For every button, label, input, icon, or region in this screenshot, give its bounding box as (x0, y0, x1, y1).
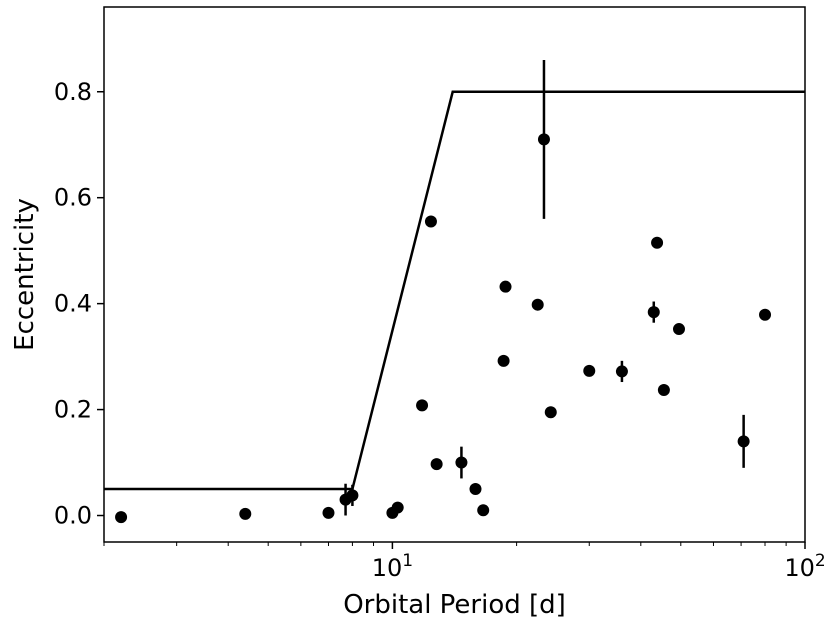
data-point (647, 301, 660, 323)
point-marker (346, 489, 359, 502)
data-point (416, 399, 429, 412)
data-point (115, 511, 128, 524)
point-marker (647, 306, 660, 319)
x-tick-label: 102 (784, 551, 825, 582)
data-point (615, 360, 628, 383)
point-marker (497, 354, 510, 367)
y-tick-label: 0.2 (54, 396, 92, 424)
data-point (657, 383, 670, 396)
data-point (672, 323, 685, 336)
data-point (531, 298, 544, 311)
point-marker (759, 308, 772, 321)
point-marker (416, 399, 429, 412)
envelope-line (104, 90, 805, 491)
data-point (469, 483, 482, 496)
data-point (499, 280, 512, 293)
plot-frame (103, 6, 806, 543)
point-marker (537, 133, 550, 146)
point-marker (455, 456, 468, 469)
y-tick-label: 0.4 (54, 290, 92, 318)
point-marker (737, 435, 750, 448)
data-point (239, 507, 252, 520)
point-marker (391, 501, 404, 514)
data-point (737, 414, 750, 468)
data-point (544, 406, 557, 419)
x-tick-label: 101 (372, 551, 413, 582)
data-point (455, 446, 468, 479)
point-marker (615, 365, 628, 378)
y-tick-label: 0.0 (54, 502, 92, 530)
point-marker (430, 458, 443, 471)
y-tick-label: 0.6 (54, 184, 92, 212)
data-point (430, 458, 443, 471)
point-marker (115, 511, 128, 524)
point-marker (531, 298, 544, 311)
point-marker (651, 236, 664, 249)
data-point (346, 484, 359, 506)
point-marker (239, 507, 252, 520)
point-marker (469, 483, 482, 496)
axis-ticks: 0.0 0.2 0.4 0.6 0.8 101 102 (54, 78, 826, 582)
data-point (759, 308, 772, 321)
y-axis-title: Eccentricity (10, 198, 40, 351)
point-marker (583, 364, 596, 377)
data-point (322, 506, 335, 519)
point-marker (657, 383, 670, 396)
point-marker (322, 506, 335, 519)
data-point (391, 501, 404, 514)
data-point (651, 236, 664, 249)
point-marker (672, 323, 685, 336)
data-point (583, 364, 596, 377)
y-tick-label: 0.8 (54, 78, 92, 106)
point-marker (544, 406, 557, 419)
data-point (424, 215, 437, 228)
point-marker (499, 280, 512, 293)
data-point (477, 504, 490, 517)
data-point (537, 59, 550, 219)
point-marker (477, 504, 490, 517)
point-marker (424, 215, 437, 228)
data-point (497, 354, 510, 367)
plot-content (104, 59, 805, 524)
x-axis-title: Orbital Period [d] (343, 590, 566, 620)
